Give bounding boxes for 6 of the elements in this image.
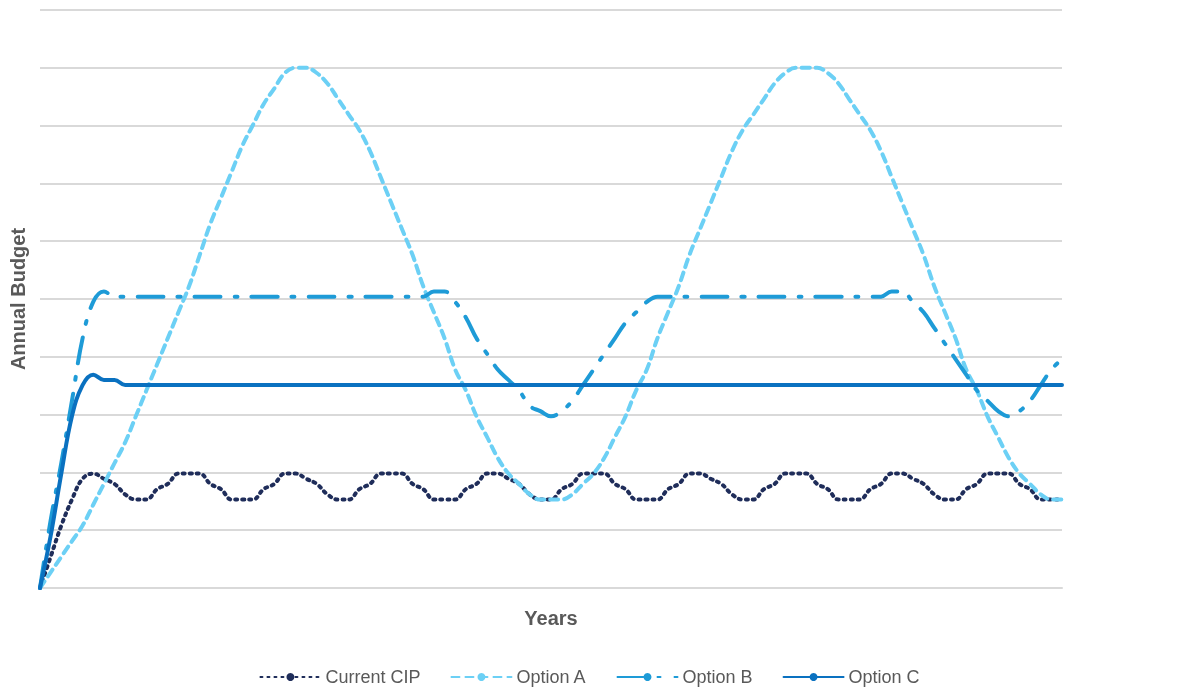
legend-label: Option A bbox=[516, 667, 586, 687]
legend-label: Option C bbox=[848, 667, 920, 687]
legend-label: Option B bbox=[682, 667, 753, 687]
legend-label: Current CIP bbox=[325, 667, 421, 687]
x-axis-title: Years bbox=[524, 607, 578, 629]
y-axis-title: Annual Budget bbox=[7, 227, 29, 371]
